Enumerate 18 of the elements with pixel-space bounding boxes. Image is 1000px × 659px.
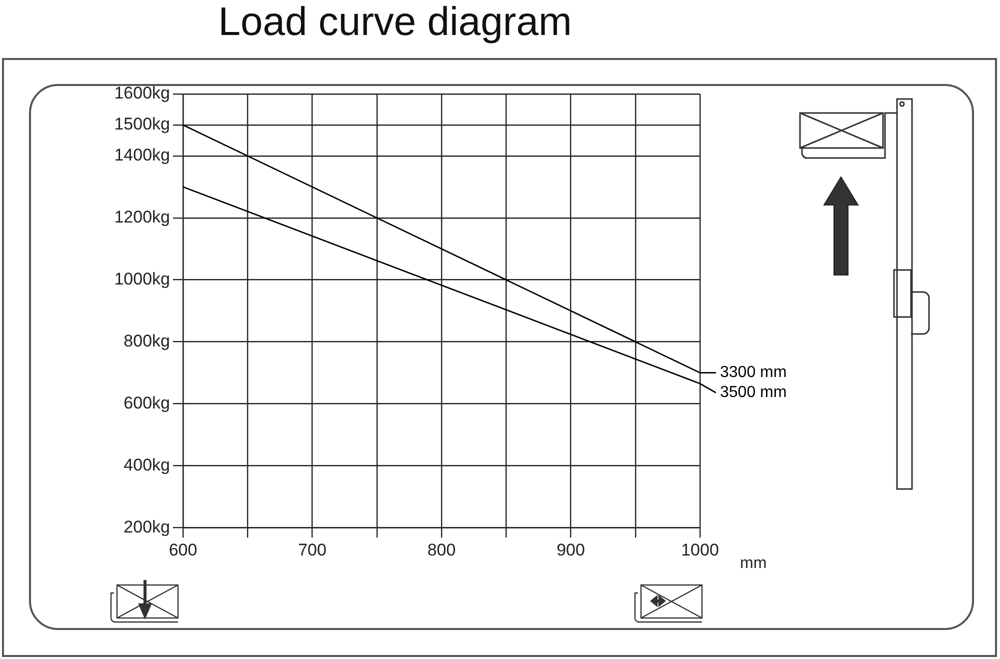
- legend-label: 3500 mm: [720, 384, 787, 402]
- x-tick-label: 900: [556, 540, 585, 560]
- x-axis-title: mm: [740, 555, 767, 572]
- x-tick-label: 1000: [681, 540, 719, 560]
- y-tick-label: 1500kg: [114, 114, 170, 134]
- x-tick-label: 800: [427, 540, 456, 560]
- x-tick-label: 600: [168, 540, 198, 560]
- y-tick-label: 200kg: [124, 517, 170, 536]
- legend-label: 3300 mm: [720, 364, 787, 382]
- y-tick-label: 600kg: [124, 393, 170, 412]
- chart-title: Load curve diagram: [218, 0, 572, 44]
- y-tick-label: 1200kg: [114, 208, 170, 227]
- y-tick-label: 1400kg: [114, 146, 170, 165]
- y-tick-label: 1600kg: [114, 84, 170, 103]
- y-tick-label: 1000kg: [114, 270, 170, 289]
- y-tick-label: 400kg: [124, 455, 170, 474]
- y-tick-label: 800kg: [124, 331, 170, 350]
- x-tick-label: 700: [298, 540, 326, 560]
